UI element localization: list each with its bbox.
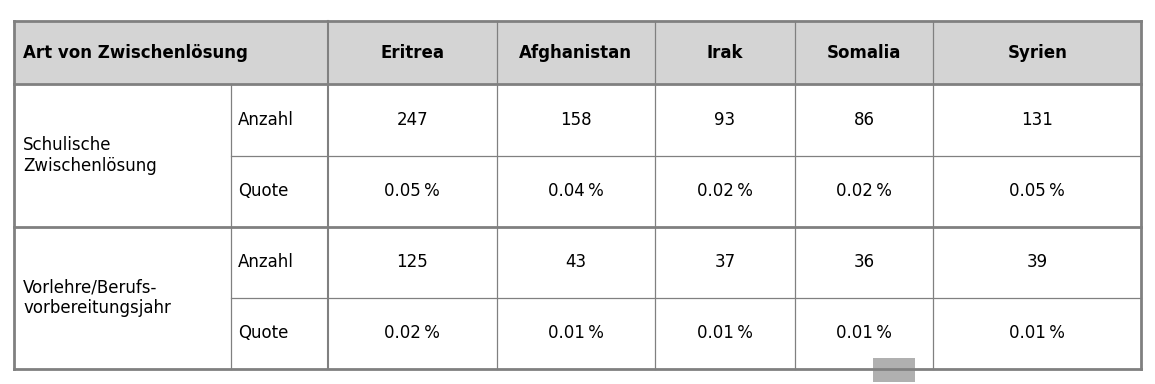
Text: 0.02 %: 0.02 % <box>696 182 753 200</box>
Text: 39: 39 <box>1027 253 1048 271</box>
Text: Afghanistan: Afghanistan <box>520 44 632 62</box>
Bar <box>873 358 915 382</box>
Bar <box>14 21 1141 84</box>
Text: 0.01 %: 0.01 % <box>836 324 892 342</box>
Text: Anzahl: Anzahl <box>238 253 293 271</box>
Text: 36: 36 <box>854 253 874 271</box>
Text: Vorlehre/Berufs-
vorbereitungsjahr: Vorlehre/Berufs- vorbereitungsjahr <box>23 278 171 317</box>
Text: 93: 93 <box>714 111 736 129</box>
Text: Quote: Quote <box>238 324 289 342</box>
Text: 0.01 %: 0.01 % <box>1009 324 1065 342</box>
Text: 158: 158 <box>560 111 591 129</box>
Text: 0.01 %: 0.01 % <box>696 324 753 342</box>
Text: Somalia: Somalia <box>827 44 901 62</box>
Text: Syrien: Syrien <box>1007 44 1067 62</box>
Text: 131: 131 <box>1021 111 1053 129</box>
Text: 0.02 %: 0.02 % <box>836 182 892 200</box>
Text: 125: 125 <box>396 253 429 271</box>
Text: 37: 37 <box>714 253 736 271</box>
Text: Quote: Quote <box>238 182 289 200</box>
Text: Art von Zwischenlösung: Art von Zwischenlösung <box>23 44 248 62</box>
Bar <box>14 84 1141 227</box>
Text: Schulische
Zwischenlösung: Schulische Zwischenlösung <box>23 136 157 175</box>
Text: Irak: Irak <box>707 44 743 62</box>
Text: 0.04 %: 0.04 % <box>547 182 604 200</box>
Text: 0.02 %: 0.02 % <box>385 324 440 342</box>
Bar <box>14 227 1141 369</box>
Text: Eritrea: Eritrea <box>380 44 445 62</box>
Text: 0.05 %: 0.05 % <box>385 182 440 200</box>
Text: 0.01 %: 0.01 % <box>547 324 604 342</box>
Text: 86: 86 <box>854 111 874 129</box>
Text: 43: 43 <box>565 253 587 271</box>
Text: 247: 247 <box>396 111 429 129</box>
Text: 0.05 %: 0.05 % <box>1009 182 1065 200</box>
Text: Anzahl: Anzahl <box>238 111 293 129</box>
